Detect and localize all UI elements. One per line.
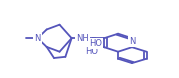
Text: HO: HO [85,47,98,56]
Text: NH: NH [76,34,89,43]
Text: N: N [34,34,41,43]
Text: N: N [129,37,135,45]
Text: O: O [90,40,96,49]
Text: HO: HO [89,39,102,48]
